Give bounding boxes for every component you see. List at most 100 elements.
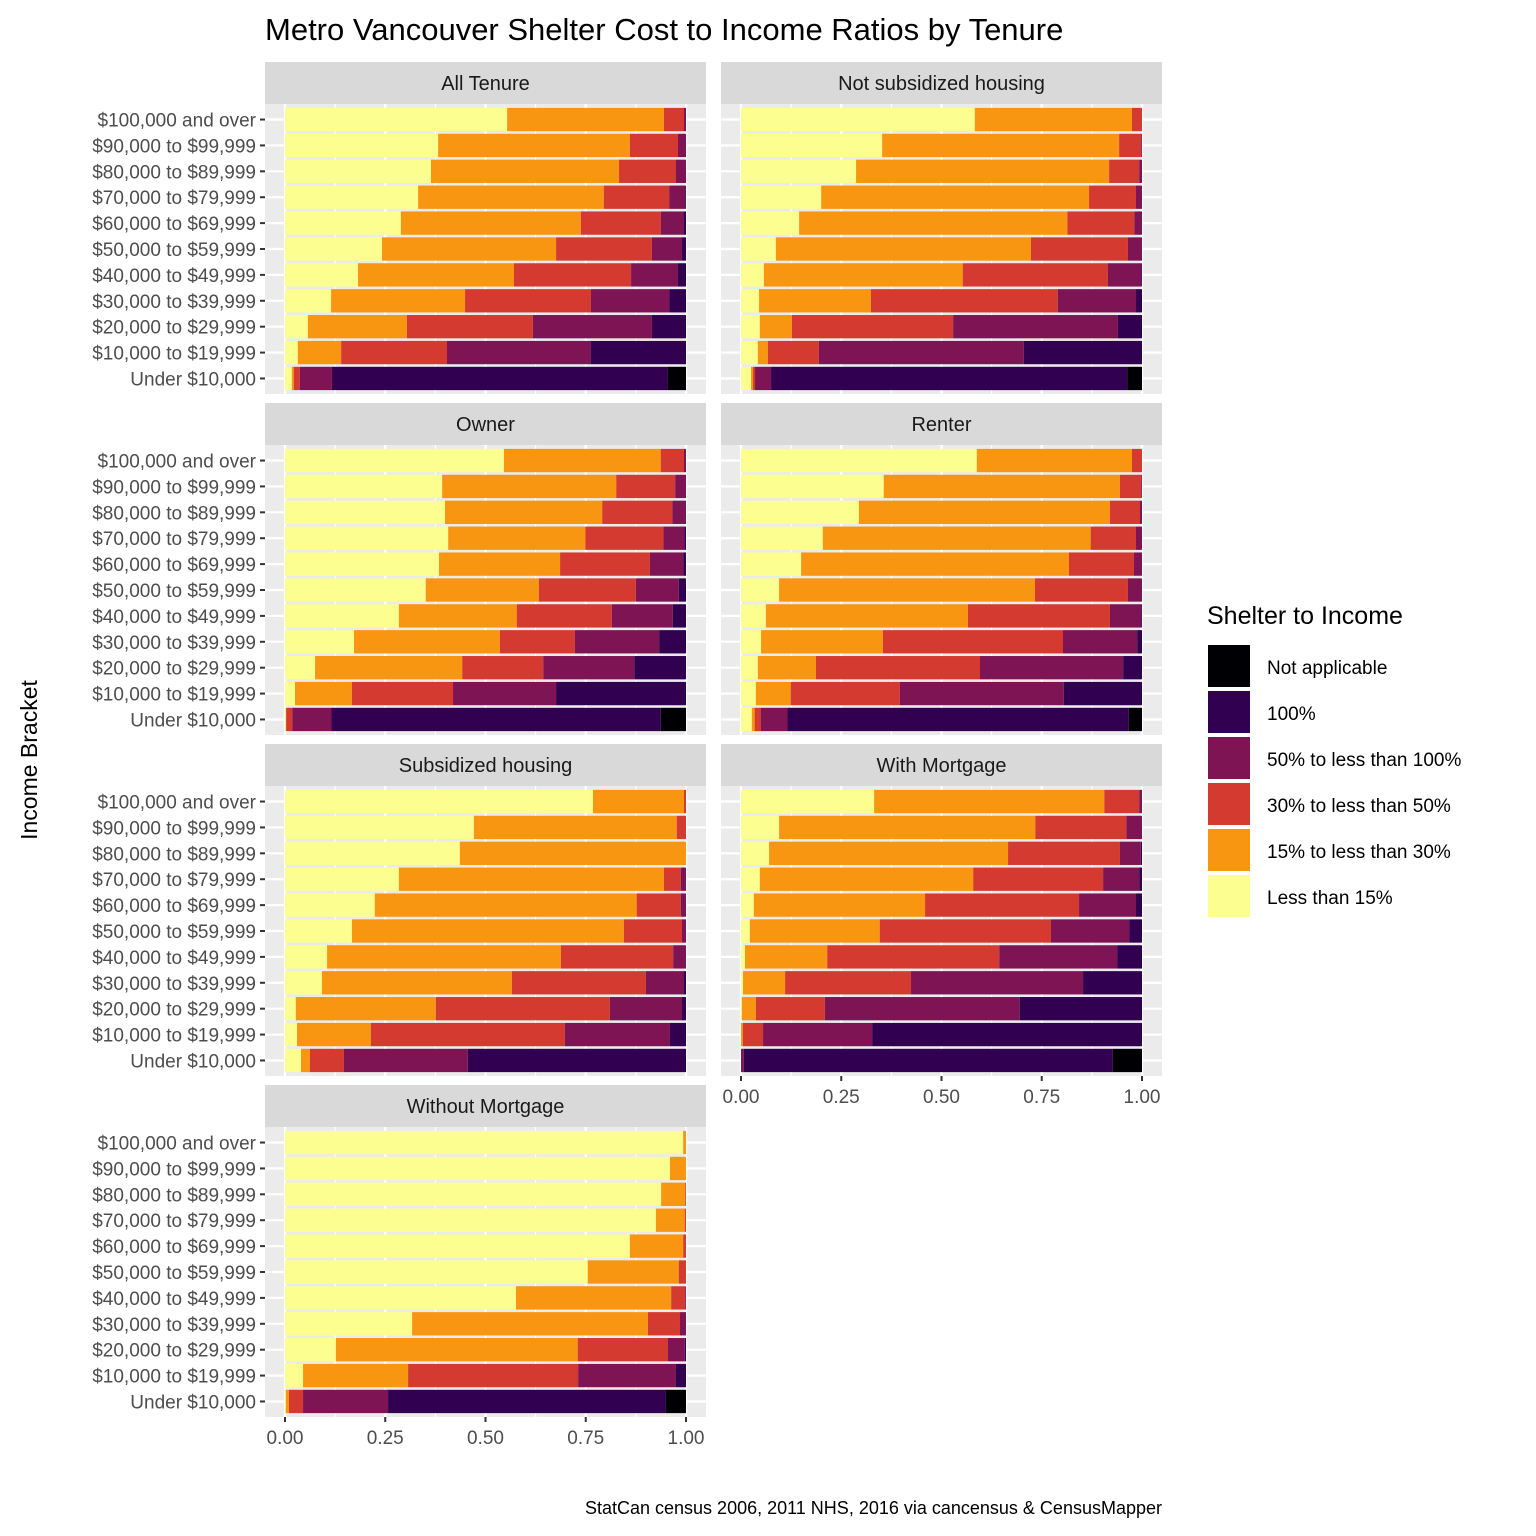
bar-segment (556, 237, 652, 261)
bar-segment (673, 945, 686, 969)
bar-segment (285, 919, 352, 943)
bar-segment (973, 867, 1104, 891)
y-tick-label: $40,000 to $49,999 (92, 266, 256, 287)
panel-all-tenure: All Tenure $100,000 and over $90,000 to $9… (92, 62, 706, 394)
legend-label: 100% (1267, 704, 1316, 725)
bar-segment (634, 656, 686, 680)
bar-segment (285, 1260, 588, 1284)
bar-segment (1063, 681, 1142, 706)
bar-segment (678, 578, 686, 602)
bar-segment (1131, 107, 1142, 132)
y-tick-label: Under $10,000 (130, 1051, 256, 1072)
bar-segment (1137, 630, 1142, 654)
bar-segment (683, 552, 686, 576)
bar-segment (351, 681, 454, 706)
bar-segment (775, 237, 1031, 261)
legend-swatch (1208, 875, 1250, 917)
bar-segment (465, 289, 591, 313)
bar-segment (755, 366, 772, 391)
caption: StatCan census 2006, 2011 NHS, 2016 via … (585, 1498, 1162, 1518)
bar-segment (1069, 552, 1134, 576)
bar-segment (285, 1048, 302, 1073)
bar-segment (285, 997, 296, 1021)
bar-segment (677, 133, 686, 158)
bar-segment (1141, 604, 1142, 628)
bar-segment (757, 656, 816, 680)
bar-segment (285, 630, 354, 654)
bar-segment (603, 185, 670, 209)
y-tick-label: $90,000 to $99,999 (92, 818, 256, 839)
bar-segment (285, 604, 399, 628)
bar-segment (590, 289, 670, 313)
y-tick-label: $60,000 to $69,999 (92, 1237, 256, 1258)
bar-segment (1123, 656, 1142, 680)
bar-segment (681, 919, 686, 943)
bar-segment (741, 107, 975, 132)
bar-segment (683, 448, 686, 473)
y-tick-label: $70,000 to $79,999 (92, 1211, 256, 1232)
bar-segment (285, 1312, 413, 1336)
legend: Shelter to Income Not applicable 100% 50% … (1207, 602, 1461, 917)
bar-segment (911, 971, 1084, 995)
bar-segment (538, 578, 636, 602)
x-tick-label: 0.00 (723, 1087, 760, 1108)
bar-segment (741, 971, 744, 995)
bar-segment (285, 133, 439, 158)
y-tick-label: Under $10,000 (130, 1392, 256, 1413)
bar-segment (499, 630, 575, 654)
bar-segment (790, 681, 900, 706)
bar-segment (285, 1338, 336, 1362)
y-tick-label: $20,000 to $29,999 (92, 659, 256, 680)
bar-segment (999, 945, 1118, 969)
bar-segment (398, 604, 517, 628)
bar-segment (285, 578, 426, 602)
bar-segment (821, 185, 1090, 209)
bar-segment (285, 448, 504, 473)
bar-segment (1117, 945, 1142, 969)
bar-segment (769, 841, 1009, 865)
bar-segment (327, 945, 561, 969)
bar-segment (663, 526, 685, 550)
bar-segment (763, 1022, 873, 1047)
panels: All Tenure $100,000 and over $90,000 to $9… (92, 62, 1162, 1449)
panel-not-subsidized-housing: Not subsidized housing (721, 62, 1162, 394)
bar-segment (1035, 815, 1127, 840)
bar-segment (307, 315, 407, 339)
bar-segment (755, 997, 825, 1021)
y-tick-label: $50,000 to $59,999 (92, 1263, 256, 1284)
bar-segment (647, 1312, 680, 1336)
bar-segment (953, 315, 1118, 339)
bar-segment (743, 1048, 1113, 1073)
bar-segment (636, 893, 681, 917)
bar-segment (779, 815, 1036, 840)
y-tick-label: $30,000 to $39,999 (92, 1315, 256, 1336)
bar-segment (684, 1338, 686, 1362)
bar-segment (574, 630, 660, 654)
bar-segment (592, 789, 684, 814)
bar-segment (285, 185, 419, 209)
bar-segment (425, 578, 539, 602)
y-tick-label: $20,000 to $29,999 (92, 1000, 256, 1021)
y-tick-label: $100,000 and over (98, 452, 257, 473)
bar-segment (473, 815, 677, 840)
bar-segment (321, 971, 512, 995)
bar-segment (442, 474, 617, 499)
bar-segment (285, 211, 401, 235)
y-tick-label: $90,000 to $99,999 (92, 477, 256, 498)
bar-segment (543, 656, 635, 680)
bar-segment (285, 315, 308, 339)
bar-segment (749, 919, 880, 943)
bar-segment (285, 707, 287, 732)
bar-segment (660, 211, 684, 235)
bar-segment (629, 1234, 684, 1258)
bar-segment (681, 237, 686, 261)
bar-segment (1139, 867, 1142, 891)
panel-strip-label: All Tenure (441, 73, 530, 95)
bar-segment (755, 681, 791, 706)
bar-segment (680, 867, 686, 891)
bar-segment (629, 133, 678, 158)
bar-segment (412, 1312, 648, 1336)
bar-segment (801, 552, 1070, 576)
bar-segment (285, 552, 439, 576)
bar-segment (1131, 448, 1142, 473)
